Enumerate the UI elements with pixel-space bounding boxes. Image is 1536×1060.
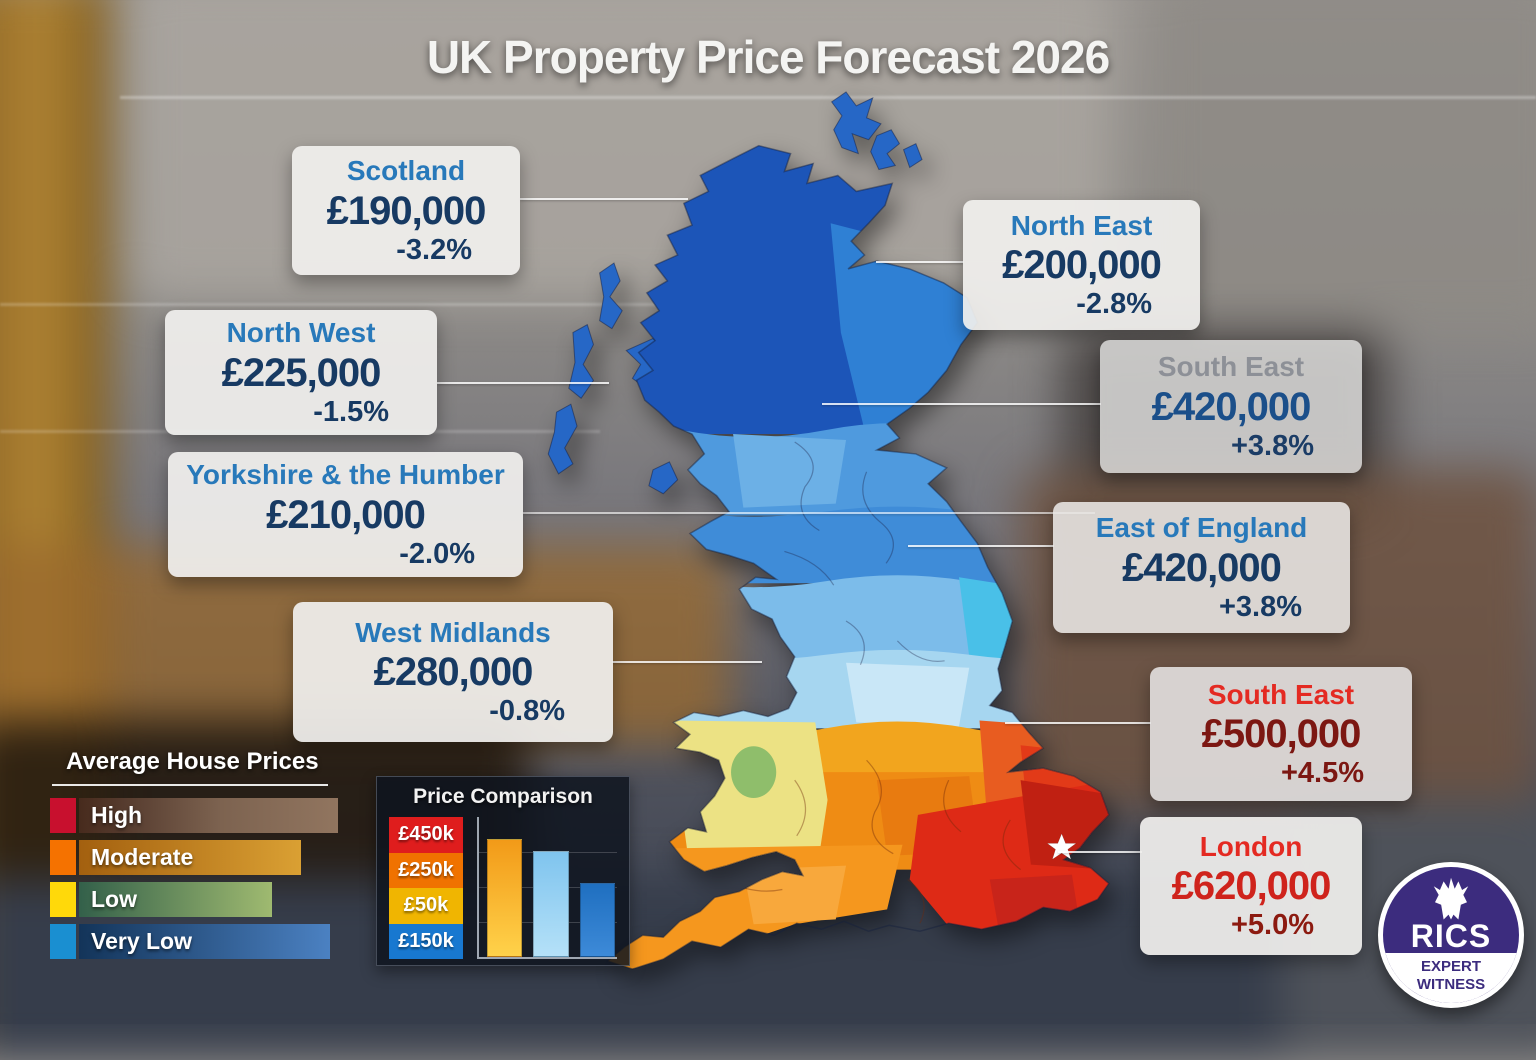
legend-swatch-moderate	[50, 840, 76, 875]
rics-wordmark: RICS	[1410, 918, 1492, 954]
region-name: Yorkshire & the Humber	[186, 459, 505, 491]
region-change: -1.5%	[313, 395, 389, 428]
region-price: £500,000	[1201, 712, 1362, 757]
region-name: London	[1199, 830, 1303, 862]
bar-3	[579, 882, 615, 957]
region-change: +4.5%	[1280, 757, 1364, 790]
region-name: East of England	[1095, 512, 1308, 544]
region-price: £420,000	[1122, 545, 1282, 590]
region-price: £210,000	[266, 492, 426, 537]
callout-south-east-upper: South East £420,000 +3.8%	[1100, 340, 1362, 473]
legend-label: Moderate	[91, 844, 194, 870]
region-price: £620,000	[1171, 864, 1332, 909]
region-change: +3.8%	[1230, 429, 1314, 462]
rics-subtitle-line1: EXPERT	[1420, 958, 1481, 975]
region-price: £225,000	[221, 350, 382, 395]
region-name: South East	[1157, 351, 1305, 383]
price-comparison-title: Price Comparison	[413, 785, 593, 808]
connector-line-east-of-england	[908, 545, 1054, 547]
callout-yorkshire-humber: Yorkshire & the Humber £210,000 -2.0%	[168, 452, 523, 577]
rics-subtitle-line2: WITNESS	[1416, 976, 1486, 993]
legend-item-low: Low	[50, 882, 338, 917]
region-name: North East	[1010, 209, 1153, 241]
legend-label: Low	[91, 886, 137, 912]
region-change: +3.8%	[1218, 590, 1302, 623]
bar-1	[487, 839, 523, 957]
region-change: -0.8%	[489, 695, 565, 728]
connector-line-scotland	[520, 198, 688, 200]
region-price: £420,000	[1151, 384, 1312, 429]
bar-2	[533, 850, 569, 957]
scale-label-250k: £250k	[389, 852, 463, 888]
legend-item-very-low: Very Low	[50, 924, 338, 959]
page-title: UK Property Price Forecast 2026	[426, 31, 1110, 83]
map-scotland-islands	[547, 91, 923, 495]
callout-south-east-lower: South East £500,000 +4.5%	[1150, 667, 1412, 801]
glass-reflection-line	[0, 303, 700, 306]
region-change: +5.0%	[1230, 909, 1314, 942]
legend-bar-high: High	[79, 798, 338, 833]
callout-east-of-england: East of England £420,000 +3.8%	[1053, 502, 1350, 633]
connector-line-south-east-upper	[822, 403, 1101, 405]
price-legend: Average House Prices High Moderate Low V…	[50, 748, 338, 966]
connector-line-south-east-lower	[1005, 722, 1151, 724]
price-comparison-panel: Price Comparison £450k £250k £50k £150k	[376, 776, 630, 966]
scale-label-450k: £450k	[389, 817, 463, 853]
connector-line-yorkshire	[523, 512, 1095, 514]
legend-swatch-low	[50, 882, 76, 917]
callout-north-west: North West £225,000 -1.5%	[165, 310, 437, 435]
callout-west-midlands: West Midlands £280,000 -0.8%	[293, 602, 613, 742]
region-name: Scotland	[346, 155, 466, 187]
rics-subtitle: EXPERT WITNESS	[1383, 953, 1519, 1003]
price-scale-labels: £450k £250k £50k £150k	[389, 817, 463, 959]
connector-line-west-midlands	[612, 661, 762, 663]
legend-bar-moderate: Moderate	[79, 840, 301, 875]
callout-north-east: North East £200,000 -2.8%	[963, 200, 1200, 330]
legend-bar-low: Low	[79, 882, 272, 917]
legend-title: Average House Prices	[66, 748, 319, 775]
legend-bar-very-low: Very Low	[79, 924, 330, 959]
region-change: -3.2%	[396, 233, 472, 266]
region-name: North West	[226, 317, 376, 349]
region-name: West Midlands	[355, 616, 551, 648]
callout-scotland: Scotland £190,000 -3.2%	[292, 146, 520, 275]
connector-line-london	[1058, 851, 1142, 853]
rics-expert-witness-logo: RICS EXPERT WITNESS	[1378, 862, 1524, 1008]
legend-item-moderate: Moderate	[50, 840, 338, 875]
region-price: £200,000	[1002, 243, 1162, 288]
region-price: £190,000	[326, 188, 487, 233]
connector-line-north-east	[876, 261, 964, 263]
legend-swatch-very-low	[50, 924, 76, 959]
region-change: -2.0%	[399, 537, 475, 570]
region-change: -2.8%	[1076, 288, 1152, 321]
scale-label-150k: £150k	[389, 923, 463, 959]
callout-london: London £620,000 +5.0%	[1140, 817, 1362, 955]
legend-item-high: High	[50, 798, 338, 833]
connector-line-north-west	[437, 382, 609, 384]
legend-swatch-high	[50, 798, 76, 833]
region-price: £280,000	[373, 650, 534, 695]
scale-label-50k: £50k	[389, 888, 463, 924]
rics-crest-icon	[1433, 877, 1469, 920]
glass-reflection-line	[120, 96, 1536, 99]
legend-label: High	[91, 802, 143, 828]
region-name: South East	[1207, 678, 1355, 710]
legend-label: Very Low	[91, 928, 192, 954]
legend-divider	[52, 784, 328, 786]
mini-bar-chart	[477, 817, 617, 959]
